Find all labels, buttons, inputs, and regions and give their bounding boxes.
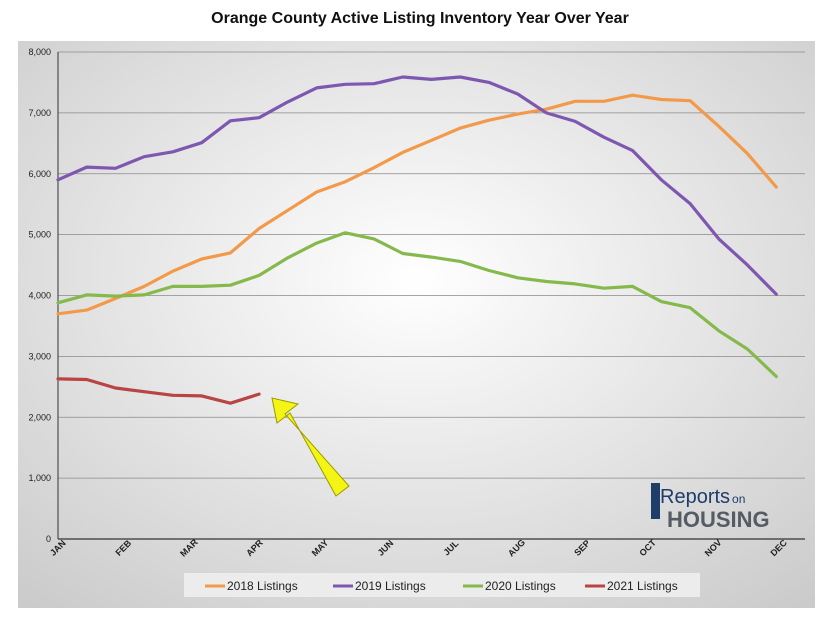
legend-entry: 2021 Listings — [607, 579, 678, 593]
legend-entry: 2020 Listings — [485, 579, 556, 593]
arrow-annotation — [271, 397, 350, 497]
series-line — [56, 75, 778, 296]
logo-housing-text: HOUSING — [667, 507, 770, 532]
chart-title: Orange County Active Listing Inventory Y… — [211, 10, 629, 27]
y-tick-label: 6,000 — [28, 169, 51, 179]
legend-entry: 2019 Listings — [355, 579, 426, 593]
grid-lines — [57, 51, 805, 540]
y-tick-label: 4,000 — [28, 291, 51, 301]
series-line — [56, 231, 778, 379]
legend-box — [184, 573, 700, 597]
logo-mark-icon — [651, 483, 660, 519]
series-line — [56, 377, 261, 405]
y-tick-label: 8,000 — [28, 47, 51, 57]
series-lines — [56, 75, 778, 405]
legend-entry: 2018 Listings — [227, 579, 298, 593]
y-tick-label: 0 — [46, 534, 51, 544]
y-axis-ticks: 0 1,000 2,000 3,000 4,000 5,000 6,000 7,000 8,00… — [28, 47, 51, 544]
legend: 2018 Listings 2019 Listings 2020 Listings 2… — [205, 579, 678, 593]
y-tick-label: 2,000 — [28, 412, 51, 422]
y-tick-label: 1,000 — [28, 473, 51, 483]
chart-background — [18, 41, 815, 608]
y-tick-label: 3,000 — [28, 351, 51, 361]
y-tick-label: 7,000 — [28, 108, 51, 118]
logo-reports-text: Reports — [660, 486, 730, 508]
y-tick-label: 5,000 — [28, 230, 51, 240]
logo-on-text: on — [732, 492, 745, 506]
reports-on-housing-logo: Reports on HOUSING — [651, 483, 770, 532]
series-line — [56, 93, 778, 316]
